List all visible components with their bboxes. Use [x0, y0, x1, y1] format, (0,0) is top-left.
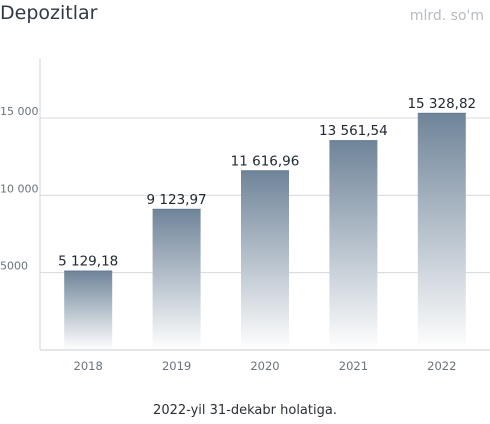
x-tick-label-2021: 2021 [339, 359, 368, 373]
bar-2022 [417, 112, 466, 351]
x-tick-label-2018: 2018 [74, 359, 103, 373]
x-tick-label-2019: 2019 [162, 359, 191, 373]
data-label-2019: 9 123,97 [147, 192, 207, 208]
unit-label: mlrd. so'm [409, 8, 484, 24]
chart-title: Depozitlar [0, 2, 98, 24]
x-tick-label-2020: 2020 [250, 359, 279, 373]
data-label-2018: 5 129,18 [58, 254, 118, 270]
footnote: 2022-yil 31-dekabr holatiga. [153, 403, 337, 418]
y-tick-label: 15 000 [0, 105, 39, 118]
bar-chart: 5000 10 000 15 000 5 129,18 9 123,97 11 616,… [0, 58, 490, 373]
bar-2021 [329, 140, 378, 350]
y-tick-label: 10 000 [0, 182, 39, 195]
y-tick-label: 5000 [0, 260, 28, 273]
bar-2018 [64, 270, 113, 350]
data-label-2020: 11 616,96 [231, 153, 300, 169]
x-tick-label-2022: 2022 [427, 359, 456, 373]
bar-2020 [241, 170, 289, 350]
bar-2019 [152, 208, 201, 350]
data-label-2021: 13 561,54 [319, 123, 388, 139]
data-label-2022: 15 328,82 [407, 96, 476, 112]
